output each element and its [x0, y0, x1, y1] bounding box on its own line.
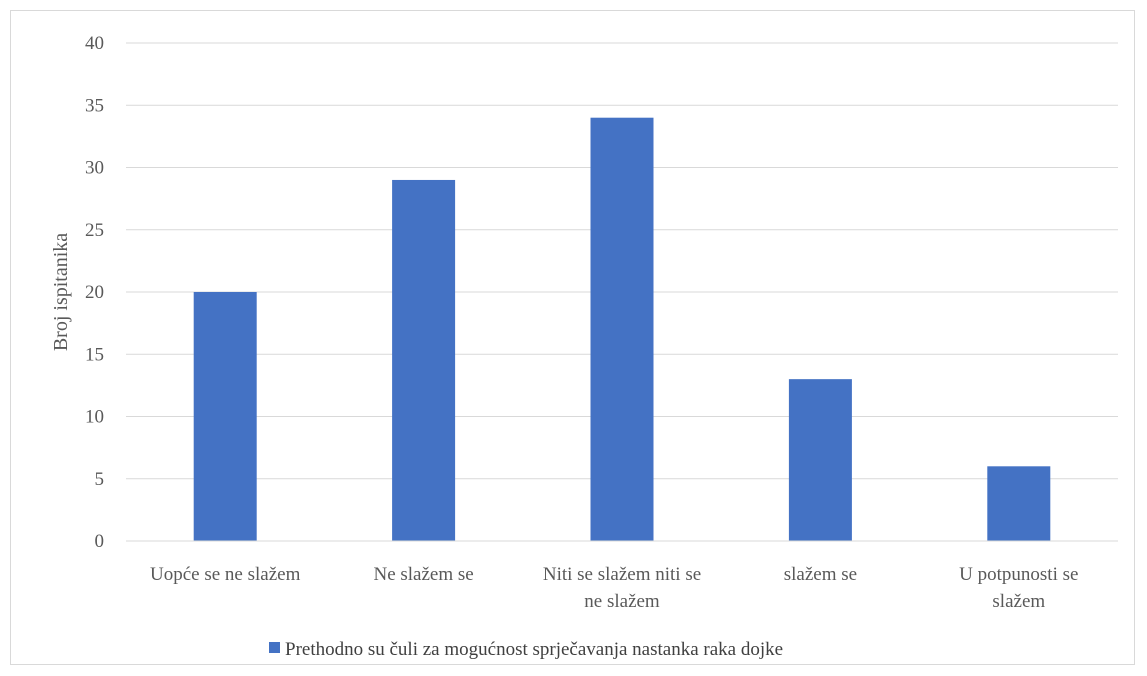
y-tick-label: 10: [85, 407, 104, 428]
x-tick-label: slažem: [992, 591, 1045, 612]
y-tick-label: 5: [95, 469, 105, 490]
y-tick-label: 30: [85, 158, 104, 179]
y-tick-label: 40: [85, 33, 104, 54]
legend-swatch: [269, 642, 280, 653]
x-tick-label: Ne slažem se: [373, 564, 473, 585]
y-tick-label: 0: [95, 531, 105, 552]
x-tick-label: U potpunosti se: [959, 564, 1078, 585]
y-tick-label: 35: [85, 95, 104, 116]
x-tick-label: ne slažem: [584, 591, 660, 612]
legend-entry: Prethodno su čuli za mogućnost sprječava…: [285, 639, 783, 660]
bars: [193, 117, 1051, 541]
x-tick-labels: Uopće se ne slažem Ne slažem se Niti se sl…: [150, 564, 1078, 612]
bar-4: [788, 379, 852, 541]
y-tick-labels: 0 5 10 15 20 25 30 35 40: [85, 33, 104, 552]
y-tick-label: 25: [85, 220, 104, 241]
x-tick-label: slažem se: [784, 564, 857, 585]
y-tick-label: 15: [85, 344, 104, 365]
bar-2: [392, 179, 456, 541]
bar-1: [193, 292, 257, 541]
bar-5: [987, 466, 1051, 541]
y-tick-label: 20: [85, 282, 104, 303]
bar-3: [590, 117, 654, 541]
x-tick-label: Niti se slažem niti se: [543, 564, 701, 585]
y-axis-label: Broj ispitanika: [50, 233, 72, 351]
x-tick-label: Uopće se ne slažem: [150, 564, 301, 585]
legend: Prethodno su čuli za mogućnost sprječava…: [269, 639, 783, 660]
